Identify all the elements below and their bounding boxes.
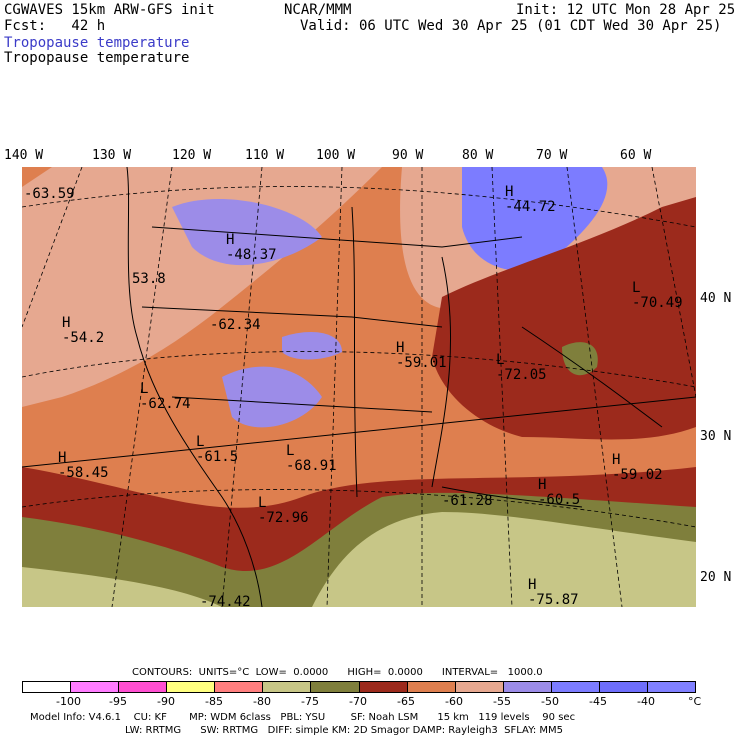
lon-label: 120 W	[172, 148, 212, 163]
colorbar-label: °C	[688, 695, 702, 708]
colorbar-swatch	[551, 682, 600, 692]
model-info-line2: LW: RRTMG SW: RRTMG DIFF: simple KM: 2D …	[125, 725, 564, 736]
colorbar-label: -80	[253, 695, 271, 708]
colorbar-label: -100	[56, 695, 81, 708]
center-label: H -48.37	[226, 232, 277, 263]
colorbar	[22, 681, 696, 693]
colorbar-label: -85	[205, 695, 223, 708]
colorbar-label: -60	[445, 695, 463, 708]
field-title-blue: Tropopause temperature	[4, 35, 190, 51]
center-label: L -61.5	[196, 434, 239, 465]
lon-label: 140 W	[4, 148, 44, 163]
colorbar-label: -45	[589, 695, 607, 708]
center-label: H -44.72	[505, 184, 556, 215]
lat-label: 40 N	[700, 291, 732, 306]
colorbar-swatch	[455, 682, 504, 692]
colorbar-label: -70	[349, 695, 367, 708]
center-label: H -58.45	[58, 450, 109, 481]
colorbar-swatch	[407, 682, 456, 692]
colorbar-swatch	[503, 682, 552, 692]
lon-label: 60 W	[620, 148, 652, 163]
center-label: -61.28	[442, 493, 493, 509]
center-label: H -59.02	[612, 452, 663, 483]
field-title-black: Tropopause temperature	[4, 50, 190, 66]
colorbar-swatch	[119, 682, 168, 692]
header-line1-mid: NCAR/MMM	[284, 2, 352, 18]
tropopause-temperature-map	[22, 167, 696, 607]
colorbar-swatch	[71, 682, 120, 692]
lon-label: 70 W	[536, 148, 568, 163]
header-line1-right: Init: 12 UTC Mon 28 Apr 25	[516, 2, 736, 18]
colorbar-label: -65	[397, 695, 415, 708]
header-line1-left: CGWAVES 15km ARW-GFS init	[4, 2, 215, 18]
header-line2-left: Fcst: 42 h	[4, 18, 106, 34]
colorbar-label: -40	[637, 695, 655, 708]
lon-label: 80 W	[462, 148, 494, 163]
colorbar-swatch	[23, 682, 72, 692]
lat-label: 20 N	[700, 570, 732, 585]
center-label: H -60.5	[538, 477, 581, 508]
colorbar-label: -50	[541, 695, 559, 708]
lon-label: 110 W	[245, 148, 285, 163]
center-label: -63.59	[24, 186, 75, 202]
lon-label: 90 W	[392, 148, 424, 163]
center-label: 53.8	[132, 271, 166, 287]
colorbar-label: -75	[301, 695, 319, 708]
center-label: L -72.96	[258, 495, 309, 526]
center-label: -62.34	[210, 317, 261, 333]
colorbar-swatch	[311, 682, 360, 692]
center-label: -74.42	[200, 594, 251, 610]
header-line2-right: Valid: 06 UTC Wed 30 Apr 25 (01 CDT Wed …	[300, 18, 722, 34]
colorbar-swatch	[599, 682, 649, 692]
center-label: H -59.01	[396, 340, 447, 371]
model-info-line1: Model Info: V4.6.1 CU: KF MP: WDM 6class…	[30, 712, 576, 723]
center-label: H -75.87	[528, 577, 579, 608]
colorbar-swatch	[167, 682, 216, 692]
colorbar-swatch	[215, 682, 264, 692]
center-label: L -70.49	[632, 280, 683, 311]
colorbar-swatch	[648, 682, 696, 692]
center-label: L -62.74	[140, 381, 191, 412]
contours-info: CONTOURS: UNITS=°C LOW= 0.0000 HIGH= 0.0…	[132, 667, 543, 678]
center-label: H -54.2	[62, 315, 105, 346]
center-label: L -72.05	[496, 352, 547, 383]
colorbar-label: -90	[157, 695, 175, 708]
colorbar-swatch	[359, 682, 408, 692]
colorbar-swatch	[263, 682, 312, 692]
colorbar-label: -95	[109, 695, 127, 708]
center-label: L -68.91	[286, 443, 337, 474]
lon-label: 100 W	[316, 148, 356, 163]
lon-label: 130 W	[92, 148, 132, 163]
lat-label: 30 N	[700, 429, 732, 444]
colorbar-label: -55	[493, 695, 511, 708]
